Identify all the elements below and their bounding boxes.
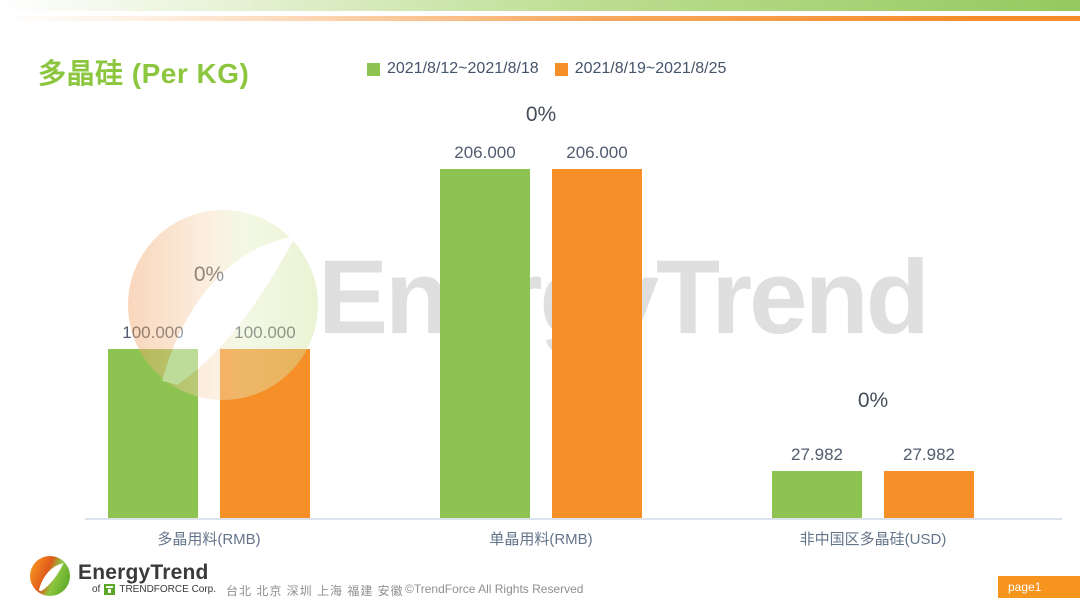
bar-series-1: [440, 169, 530, 519]
x-axis-category-label: 多晶用料(RMB): [157, 531, 261, 548]
energytrend-logo-icon: [30, 556, 70, 601]
value-label: 100.000: [122, 323, 184, 342]
value-label: 206.000: [566, 143, 628, 162]
footer-logo-subline: of TRENDFORCE Corp.: [92, 584, 216, 595]
legend-item-curr-week: 2021/8/19~2021/8/25: [554, 60, 727, 78]
top-orange-line: [0, 16, 1080, 21]
footer-copyright: ©TrendForce All Rights Reserved: [405, 582, 584, 596]
legend-item-prev-week: 2021/8/12~2021/8/18: [367, 60, 539, 78]
page-title: 多晶硅 (Per KG): [38, 58, 250, 89]
value-label: 100.000: [234, 323, 296, 342]
value-label: 27.982: [791, 445, 843, 464]
trendforce-icon: [104, 584, 116, 595]
footer-logo-corp: TRENDFORCE Corp.: [119, 584, 217, 595]
bar-group: 27.982 27.982 0%: [772, 110, 974, 519]
bar-series-2: [220, 349, 310, 519]
footer-logo-text: EnergyTrend of TRENDFORCE Corp.: [78, 562, 216, 595]
bar-series-1: [108, 349, 198, 519]
x-axis-line: [85, 518, 1062, 520]
bar-series-2: [884, 471, 974, 519]
bar-series-2: [552, 169, 642, 519]
plot-area: 100.000 100.000 0% 206.000 206.000 0% 27.982 27…: [0, 103, 1080, 519]
footer-cities: 台北 北京 深圳 上海 福建 安徽: [226, 584, 404, 598]
legend-label: 2021/8/19~2021/8/25: [574, 60, 727, 77]
footer-logo-name: EnergyTrend: [78, 561, 209, 584]
x-axis-labels: 多晶用料(RMB) 单晶用料(RMB) 非中国区多晶硅(USD): [0, 528, 1080, 552]
legend-label: 2021/8/12~2021/8/18: [387, 60, 539, 77]
legend-swatch-orange: [554, 62, 568, 76]
footer-logo-of: of: [92, 584, 101, 595]
change-percent-label: 0%: [525, 103, 557, 126]
chart-legend: 2021/8/12~2021/8/18 2021/8/19~2021/8/25: [367, 60, 726, 78]
value-label: 206.000: [454, 143, 516, 162]
value-label: 27.982: [903, 445, 955, 464]
footer-logo: EnergyTrend of TRENDFORCE Corp.: [30, 556, 216, 601]
bar-series-1: [772, 471, 862, 519]
x-axis-category-label: 非中国区多晶硅(USD): [799, 531, 947, 548]
change-percent-label: 0%: [857, 389, 889, 412]
legend-swatch-green: [367, 62, 380, 76]
bar-group: 100.000 100.000 0%: [108, 110, 310, 519]
x-axis-category-label: 单晶用料(RMB): [489, 531, 593, 548]
change-percent-label: 0%: [193, 263, 225, 286]
bar-group: 206.000 206.000 0%: [440, 103, 642, 519]
top-green-band: [0, 0, 1080, 11]
page-number-badge: page1: [998, 576, 1080, 598]
